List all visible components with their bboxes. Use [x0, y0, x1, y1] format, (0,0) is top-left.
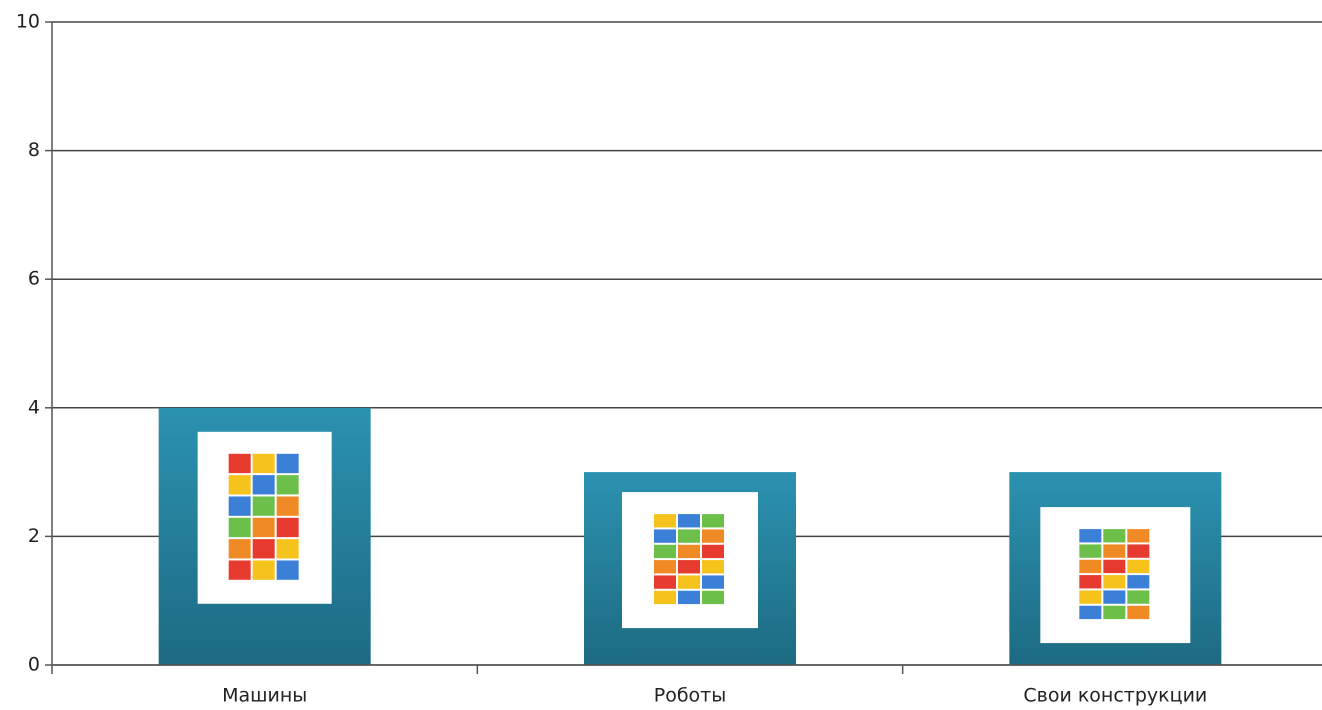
- brick: [1079, 544, 1102, 558]
- brick: [1079, 575, 1102, 589]
- y-tick-label: 4: [28, 396, 40, 418]
- brick: [1079, 559, 1102, 574]
- brick: [678, 544, 700, 559]
- brick: [1127, 529, 1150, 543]
- brick: [654, 544, 676, 559]
- brick: [654, 590, 676, 605]
- brick: [702, 544, 724, 559]
- brick: [702, 560, 724, 574]
- brick: [276, 496, 299, 516]
- brick: [678, 529, 700, 543]
- brick: [252, 496, 275, 516]
- brick: [1103, 575, 1126, 589]
- brick: [276, 539, 299, 559]
- brick: [252, 560, 275, 580]
- brick: [702, 590, 724, 605]
- brick: [702, 514, 724, 528]
- brick: [228, 517, 251, 538]
- brick: [678, 560, 700, 574]
- brick: [654, 514, 676, 528]
- y-tick-label: 10: [16, 11, 40, 33]
- brick: [702, 575, 724, 589]
- brick: [252, 517, 275, 538]
- brick: [1127, 544, 1150, 558]
- brick: [1103, 605, 1126, 620]
- brick: [1127, 575, 1150, 589]
- x-tick-label: Роботы: [654, 685, 727, 707]
- bar-picture: [197, 431, 332, 604]
- brick: [1103, 544, 1126, 558]
- bar-picture: [1040, 507, 1191, 644]
- y-tick-label: 6: [28, 268, 40, 290]
- brick: [252, 475, 275, 495]
- brick: [1103, 529, 1126, 543]
- brick: [276, 453, 299, 474]
- brick: [1127, 605, 1150, 620]
- brick: [252, 453, 275, 474]
- brick: [276, 517, 299, 538]
- brick: [678, 575, 700, 589]
- brick: [654, 529, 676, 543]
- brick: [228, 475, 251, 495]
- brick: [228, 453, 251, 474]
- brick: [276, 560, 299, 580]
- y-tick-label: 2: [28, 525, 40, 547]
- brick: [1103, 559, 1126, 574]
- brick: [654, 560, 676, 574]
- x-tick-label: Свои конструкции: [1023, 685, 1207, 707]
- brick: [1079, 529, 1102, 543]
- brick: [1079, 590, 1102, 604]
- bar-picture: [622, 492, 758, 629]
- brick: [1127, 590, 1150, 604]
- brick: [1127, 559, 1150, 574]
- brick: [678, 590, 700, 605]
- x-tick-label: Машины: [222, 685, 307, 707]
- brick: [654, 575, 676, 589]
- brick: [252, 539, 275, 559]
- y-tick-label: 0: [28, 654, 40, 676]
- brick: [228, 560, 251, 580]
- brick: [1079, 605, 1102, 620]
- y-tick-label: 8: [28, 139, 40, 161]
- brick: [228, 496, 251, 516]
- brick: [702, 529, 724, 543]
- brick: [678, 514, 700, 528]
- brick: [276, 475, 299, 495]
- brick: [228, 539, 251, 559]
- brick: [1103, 590, 1126, 604]
